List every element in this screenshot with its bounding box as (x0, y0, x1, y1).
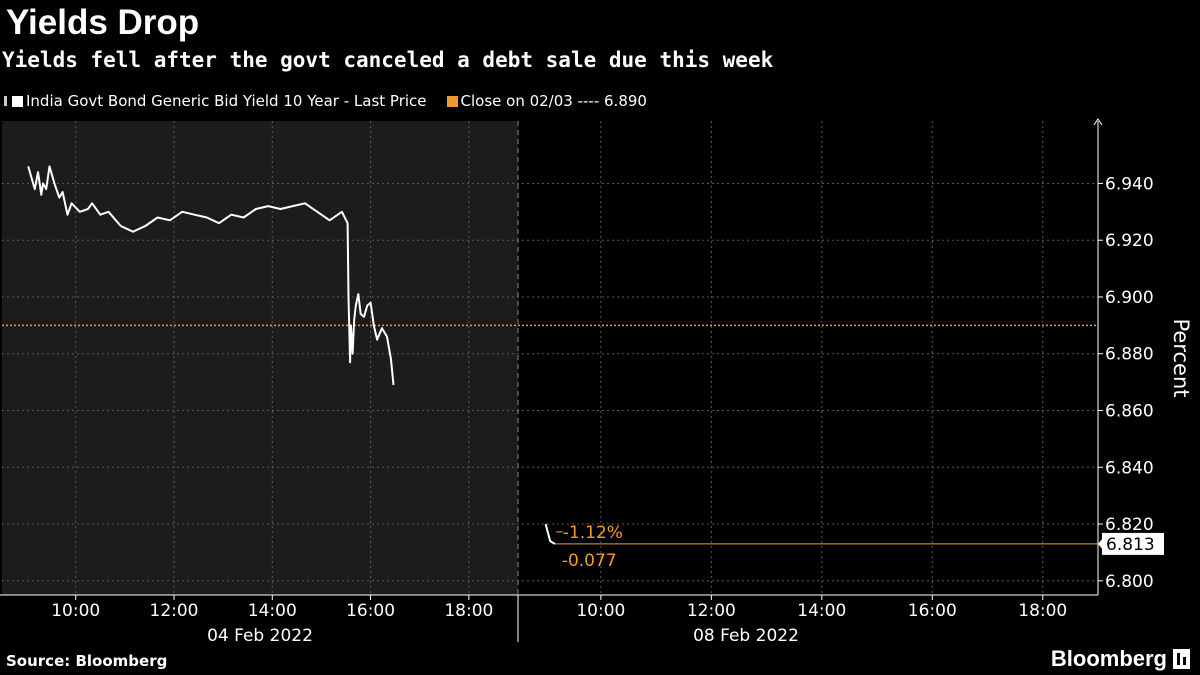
y-tick-label: 6.900 (1105, 288, 1154, 308)
line-series-icon (4, 96, 7, 106)
current-value-badge (1102, 532, 1164, 555)
y-tick-label: 6.840 (1105, 458, 1154, 478)
chart-title: Yields Drop (6, 3, 200, 42)
y-tick-label: 6.920 (1105, 231, 1154, 251)
legend-item-series: India Govt Bond Generic Bid Yield 10 Yea… (4, 92, 427, 110)
y-tick-label: 6.800 (1105, 572, 1154, 592)
brand: Bloomberg (1051, 646, 1190, 672)
change-percent-label: -1.12% (563, 523, 623, 543)
y-axis-title: Percent (1169, 318, 1193, 397)
brand-logo-text: Bloomberg (1050, 646, 1167, 671)
y-tick-label: 6.860 (1105, 402, 1154, 422)
date-label: 04 Feb 2022 (207, 626, 313, 646)
x-tick-label: 18:00 (444, 601, 493, 621)
x-tick-label: 14:00 (248, 601, 297, 621)
current-value-label: 6.813 (1106, 535, 1155, 555)
orange-swatch-icon (446, 95, 458, 107)
legend-close-label: Close on 02/03 ---- 6.890 (460, 92, 647, 110)
bloomberg-logo-icon (1173, 649, 1190, 669)
series-line (544, 523, 556, 545)
x-tick-label: 10:00 (576, 601, 625, 621)
y-tick-label: 6.820 (1105, 515, 1154, 535)
x-tick-label: 10:00 (51, 601, 100, 621)
x-tick-label: 14:00 (797, 601, 846, 621)
chart-subtitle: Yields fell after the govt canceled a de… (2, 48, 774, 72)
y-tick-label: 6.880 (1105, 345, 1154, 365)
change-absolute-label: -0.077 (562, 551, 617, 571)
white-swatch-icon (12, 95, 23, 107)
legend-series-label: India Govt Bond Generic Bid Yield 10 Yea… (26, 92, 427, 110)
x-tick-label: 12:00 (687, 601, 736, 621)
source-note: Source: Bloomberg (6, 652, 168, 670)
x-tick-label: 16:00 (908, 601, 957, 621)
date-label: 08 Feb 2022 (693, 626, 799, 646)
series-line (27, 165, 395, 386)
previous-day-panel (2, 121, 518, 595)
x-tick-label: 18:00 (1018, 601, 1067, 621)
legend: India Govt Bond Generic Bid Yield 10 Yea… (4, 90, 647, 112)
current-value-pointer-icon (1098, 537, 1103, 550)
x-tick-label: 16:00 (346, 601, 395, 621)
legend-item-close: Close on 02/03 ---- 6.890 (446, 92, 647, 110)
y-tick-label: 6.940 (1105, 174, 1154, 194)
y-axis-arrow-icon (1093, 118, 1103, 126)
x-tick-label: 12:00 (150, 601, 199, 621)
